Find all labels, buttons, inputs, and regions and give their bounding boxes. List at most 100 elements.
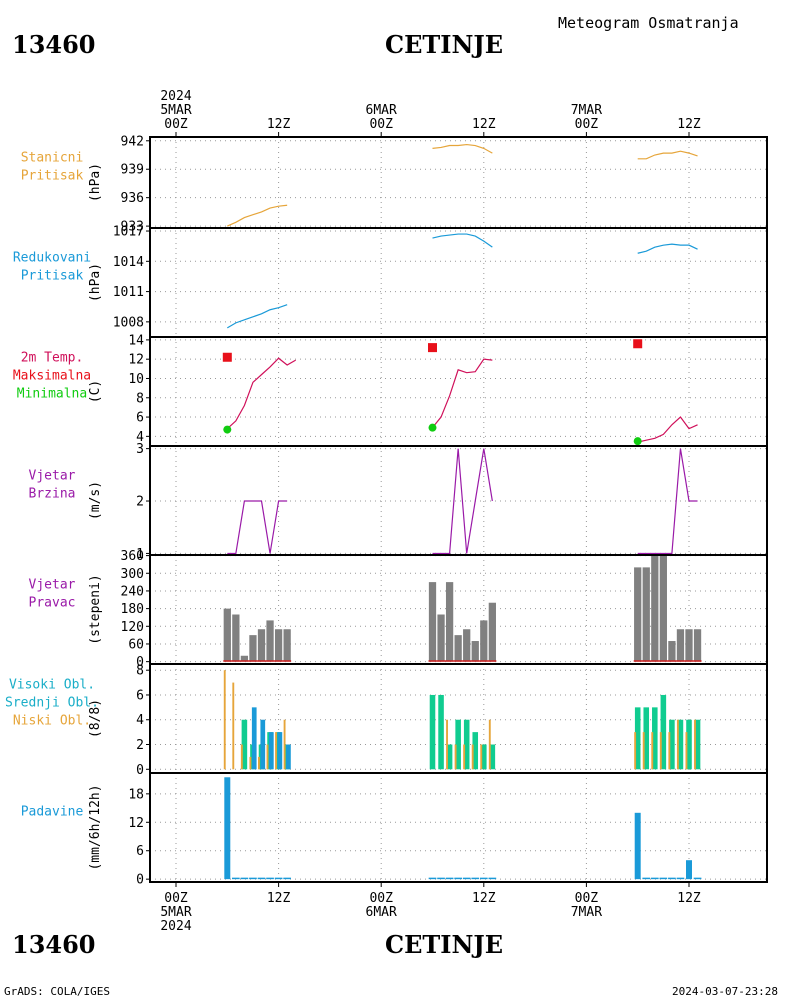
time-label-top: 12Z [472, 117, 496, 132]
bar [642, 567, 650, 662]
series-line [226, 357, 296, 430]
panel-label: Stanicni [21, 151, 84, 166]
bar [642, 877, 651, 880]
y-tick-label: 936 [121, 191, 144, 206]
bar [232, 682, 235, 770]
y-tick-label: 60 [128, 637, 144, 652]
bar [454, 877, 462, 880]
bar [676, 877, 685, 880]
bar [249, 635, 257, 662]
bar [232, 877, 240, 880]
bar [455, 719, 461, 770]
time-label-bottom: 00Z [164, 891, 188, 906]
bar [454, 635, 462, 662]
bar [685, 732, 688, 770]
max-temp-marker [633, 339, 643, 349]
bar [274, 877, 283, 880]
panel-label: Pritisak [21, 169, 84, 184]
bar [283, 719, 286, 770]
panel-frame [149, 136, 768, 229]
panel-redukovani-pritisak: 1008 1011 1014 1017 (hPa)Redukovani Pritisak [13, 225, 768, 338]
time-label-top: 12Z [677, 117, 701, 132]
series-line [432, 233, 493, 248]
series-line [637, 243, 698, 254]
bar [437, 614, 445, 662]
y-tick-label: 6 [136, 844, 144, 859]
y-tick-label: 0 [136, 763, 144, 778]
bar [652, 707, 658, 770]
unit-label: (m/s) [88, 481, 103, 520]
bar [651, 732, 654, 770]
bar [428, 582, 437, 662]
panel-label: Minimalna [17, 387, 87, 402]
time-label-top: 6MAR [366, 103, 397, 118]
panel-pravac-vjetra: 0 60 120 180 240 300 360 (stepeni) Vjetar Pravac [29, 549, 768, 670]
y-tick-label: 1011 [113, 285, 144, 300]
bar [634, 812, 641, 880]
bar [240, 744, 243, 770]
panel-padavine: 0 6 12 18 (mm/6h/12h) Padavine [21, 772, 768, 888]
bar [480, 620, 488, 662]
y-tick-label: 18 [128, 787, 144, 802]
series-line [227, 500, 288, 555]
bar [223, 670, 226, 770]
series-line [637, 448, 698, 555]
bar [693, 877, 702, 880]
bar [643, 707, 650, 770]
y-tick-label: 6 [136, 688, 144, 703]
unit-label: (hPa) [88, 263, 103, 302]
unit-label: (stepeni) [88, 574, 103, 644]
bar [660, 694, 667, 770]
y-tick-label: 1017 [113, 225, 144, 240]
panel-label: Vjetar [29, 469, 76, 484]
bar [479, 877, 488, 880]
credit: GrADS: COLA/IGES [4, 985, 110, 998]
series-line [432, 358, 493, 429]
bar [694, 719, 701, 770]
panel-label: Niski Obl. [13, 714, 91, 729]
min-temp-marker [633, 437, 642, 446]
bar [642, 732, 645, 770]
y-tick-label: 14 [128, 333, 144, 348]
bar [686, 860, 692, 880]
y-tick-label: 300 [121, 567, 144, 582]
bar [669, 719, 675, 770]
bar [446, 719, 448, 770]
y-tick-label: 10 [128, 372, 144, 387]
series-line [432, 448, 493, 555]
panel-label: Brzina [29, 487, 76, 502]
panel-label: Visoki Obl. [9, 678, 95, 693]
y-tick-label: 4 [136, 713, 144, 728]
time-label-top: 00Z [164, 117, 188, 132]
time-label-top: 00Z [369, 117, 393, 132]
bar [266, 620, 274, 662]
time-label-bottom: 00Z [369, 891, 393, 906]
bar [668, 877, 676, 880]
time-label-bottom: 7MAR [571, 905, 602, 920]
bar [257, 629, 266, 662]
bar [668, 732, 671, 770]
bar [463, 744, 466, 770]
time-label-bottom: 5MAR [160, 905, 191, 920]
y-tick-label: 1 [136, 547, 144, 562]
bar [463, 629, 471, 662]
bar [257, 756, 260, 770]
bar [260, 719, 266, 770]
bar [685, 629, 693, 662]
bar [266, 744, 269, 770]
time-label-top: 7MAR [571, 103, 602, 118]
bar [274, 629, 283, 662]
bar [277, 732, 283, 770]
bar [223, 608, 231, 662]
bar [659, 555, 667, 662]
station-name-top: CETINJE [385, 30, 504, 59]
bar [240, 877, 249, 880]
bar [266, 877, 274, 880]
bar [488, 602, 496, 662]
time-label-bottom: 12Z [677, 891, 701, 906]
y-tick-label: 12 [128, 353, 144, 368]
bar [257, 877, 266, 880]
unit-label: (8/8) [88, 699, 103, 738]
y-tick-label: 1008 [113, 315, 144, 330]
bar [481, 744, 487, 770]
